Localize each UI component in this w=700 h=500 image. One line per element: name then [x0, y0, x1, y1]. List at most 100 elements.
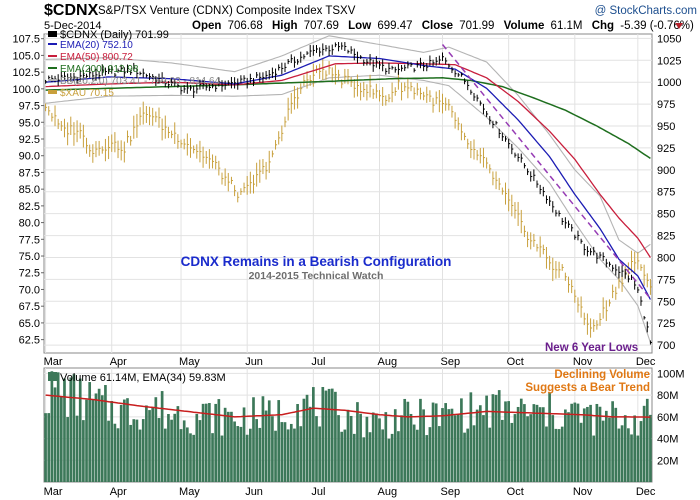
volume-bar — [299, 426, 303, 482]
volume-tick-label-60: 60M — [657, 412, 678, 424]
volume-bar — [611, 401, 614, 482]
ema200-line — [45, 77, 651, 160]
legend-swatch-xau — [48, 90, 57, 94]
volume-tick-label-40: 40M — [657, 434, 678, 446]
volume-bar — [447, 409, 451, 482]
volume-bar — [642, 405, 646, 482]
volume-bar — [236, 426, 240, 482]
month-label-volume-Jun: Jun — [245, 486, 263, 498]
volume-bar — [308, 406, 312, 482]
volume-bar — [450, 408, 454, 482]
volume-bar — [485, 395, 488, 482]
left-tick-label-75: 75.0 — [19, 251, 40, 263]
volume-bar — [119, 404, 123, 482]
legend-text-bb: BB(20,2.0) 703.41 - 759.03 - 814.64 — [60, 76, 221, 87]
open-value: 706.68 — [228, 20, 263, 32]
volume-bar — [255, 419, 258, 482]
legend-text-ema50: EMA(50) 800.72 — [60, 52, 133, 63]
volume-bar — [214, 403, 218, 482]
volume-bar — [630, 434, 633, 482]
volume-bar — [63, 378, 66, 482]
right-tick-label-975: 975 — [657, 99, 675, 111]
volume-bar — [261, 396, 265, 482]
down-arrow-icon — [675, 23, 683, 29]
left-tick-label-70: 70.0 — [19, 284, 40, 296]
volume-bar — [312, 387, 315, 482]
ema20-line — [45, 55, 651, 300]
month-label-volume-Jul: Jul — [311, 486, 325, 498]
volume-bar — [617, 428, 621, 482]
volume-bar — [538, 407, 542, 482]
volume-bar — [252, 397, 255, 482]
left-tick-label-62.5: 62.5 — [19, 335, 40, 347]
annotation-title: CDNX Remains in a Bearish Configuration — [181, 254, 452, 269]
volume-bar — [94, 393, 98, 482]
volume-legend-swatch — [48, 372, 57, 381]
volume-bar — [384, 412, 388, 482]
volume-bar — [116, 428, 120, 482]
left-tick-label-72.5: 72.5 — [19, 268, 40, 280]
volume-bar — [179, 429, 183, 482]
annotation-lows: New 6 Year Lows — [545, 342, 638, 354]
volume-bar — [460, 398, 463, 482]
legend-item-ema50: EMA(50) 800.72 — [48, 52, 133, 63]
volume-bar — [422, 409, 425, 482]
volume-bar — [122, 399, 126, 482]
left-tick-label-102.5: 102.5 — [12, 67, 40, 79]
close-value: 701.99 — [459, 20, 494, 32]
volume-bar — [334, 391, 337, 482]
volume-bar — [283, 422, 287, 482]
volume-bar — [501, 419, 504, 482]
volume-bar — [211, 433, 214, 482]
volume-bar — [488, 427, 492, 482]
volume-bar — [557, 429, 561, 482]
volume-bar — [195, 413, 199, 482]
volume-bar — [639, 421, 643, 482]
volume-bar — [535, 404, 539, 482]
volume-bar — [365, 416, 369, 482]
volume-bar — [201, 403, 205, 482]
volume-bar — [608, 417, 611, 482]
volume-bar — [223, 407, 227, 482]
month-label-volume-Apr: Apr — [110, 486, 127, 498]
volume-bar — [472, 425, 476, 482]
month-label-price-Nov: Nov — [573, 356, 593, 368]
volume-bar — [274, 430, 277, 482]
volume-bar — [327, 388, 331, 482]
volume-bar — [519, 398, 523, 482]
volume-bar — [645, 398, 649, 482]
left-tick-label-97.5: 97.5 — [19, 101, 40, 113]
volume-bar — [337, 415, 340, 482]
volume-bar — [302, 398, 306, 482]
annotation-volume-line2: Suggests a Bear Trend — [525, 382, 650, 394]
volume-bar — [315, 416, 318, 482]
right-tick-label-700: 700 — [657, 340, 675, 352]
volume-bar — [88, 382, 92, 482]
right-tick-label-1050: 1050 — [657, 33, 681, 45]
month-label-volume-Dec: Dec — [636, 486, 656, 498]
right-tick-label-825: 825 — [657, 231, 675, 243]
volume-bar — [415, 429, 419, 482]
volume-bar — [132, 419, 136, 482]
volume-bar — [362, 437, 366, 482]
volume-bar — [192, 434, 195, 482]
volume-bar — [595, 403, 599, 482]
volume-bar — [286, 429, 290, 482]
volume-value: 61.1M — [551, 20, 583, 32]
volume-bar — [497, 390, 501, 482]
volume-bar — [230, 411, 233, 482]
volume-bar — [107, 420, 110, 482]
right-tick-label-925: 925 — [657, 143, 675, 155]
volume-bar — [397, 431, 400, 482]
volume-bar — [409, 413, 413, 482]
volume-bar — [444, 403, 447, 482]
series-layer — [45, 35, 652, 345]
month-label-price-Apr: Apr — [110, 356, 127, 368]
volume-bar — [173, 413, 177, 482]
volume-bar — [428, 427, 432, 482]
volume-bar — [208, 403, 211, 482]
month-label-price-Aug: Aug — [378, 356, 398, 368]
volume-bar — [185, 427, 189, 482]
volume-bar — [305, 394, 309, 482]
